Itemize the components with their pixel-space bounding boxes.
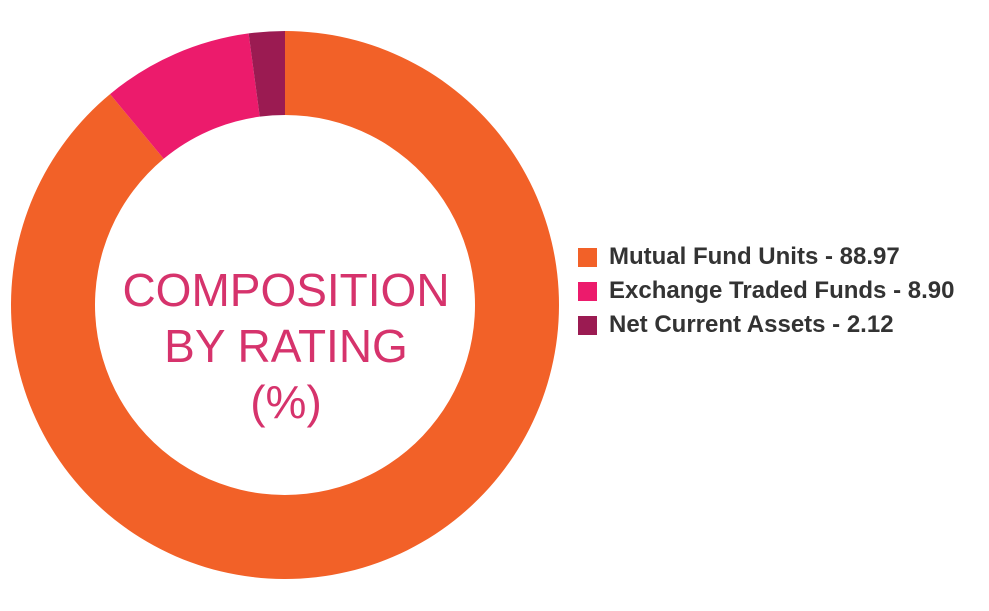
legend-label-mutual-fund-units: Mutual Fund Units - 88.97 [609,243,900,270]
chart-title-line-2: BY RATING [164,320,408,372]
legend-swatch-mutual-fund-units [578,247,597,267]
chart-title-line-3: (%) [250,376,322,428]
chart-title: COMPOSITION BY RATING (%) [88,262,484,430]
legend-swatch-net-current-assets [578,315,597,335]
legend-item-exchange-traded-funds: Exchange Traded Funds - 8.90 [578,274,983,308]
legend-swatch-exchange-traded-funds [578,281,597,301]
legend-item-net-current-assets: Net Current Assets - 2.12 [578,308,983,342]
chart-title-line-1: COMPOSITION [122,264,450,316]
legend-label-net-current-assets: Net Current Assets - 2.12 [609,311,894,338]
slice-net-current-assets [248,31,285,117]
slice-mutual-fund-units [11,31,559,579]
chart-legend: Mutual Fund Units - 88.97 Exchange Trade… [578,240,983,342]
legend-label-exchange-traded-funds: Exchange Traded Funds - 8.90 [609,277,955,304]
slice-exchange-traded-funds [110,33,260,159]
legend-item-mutual-fund-units: Mutual Fund Units - 88.97 [578,240,983,274]
